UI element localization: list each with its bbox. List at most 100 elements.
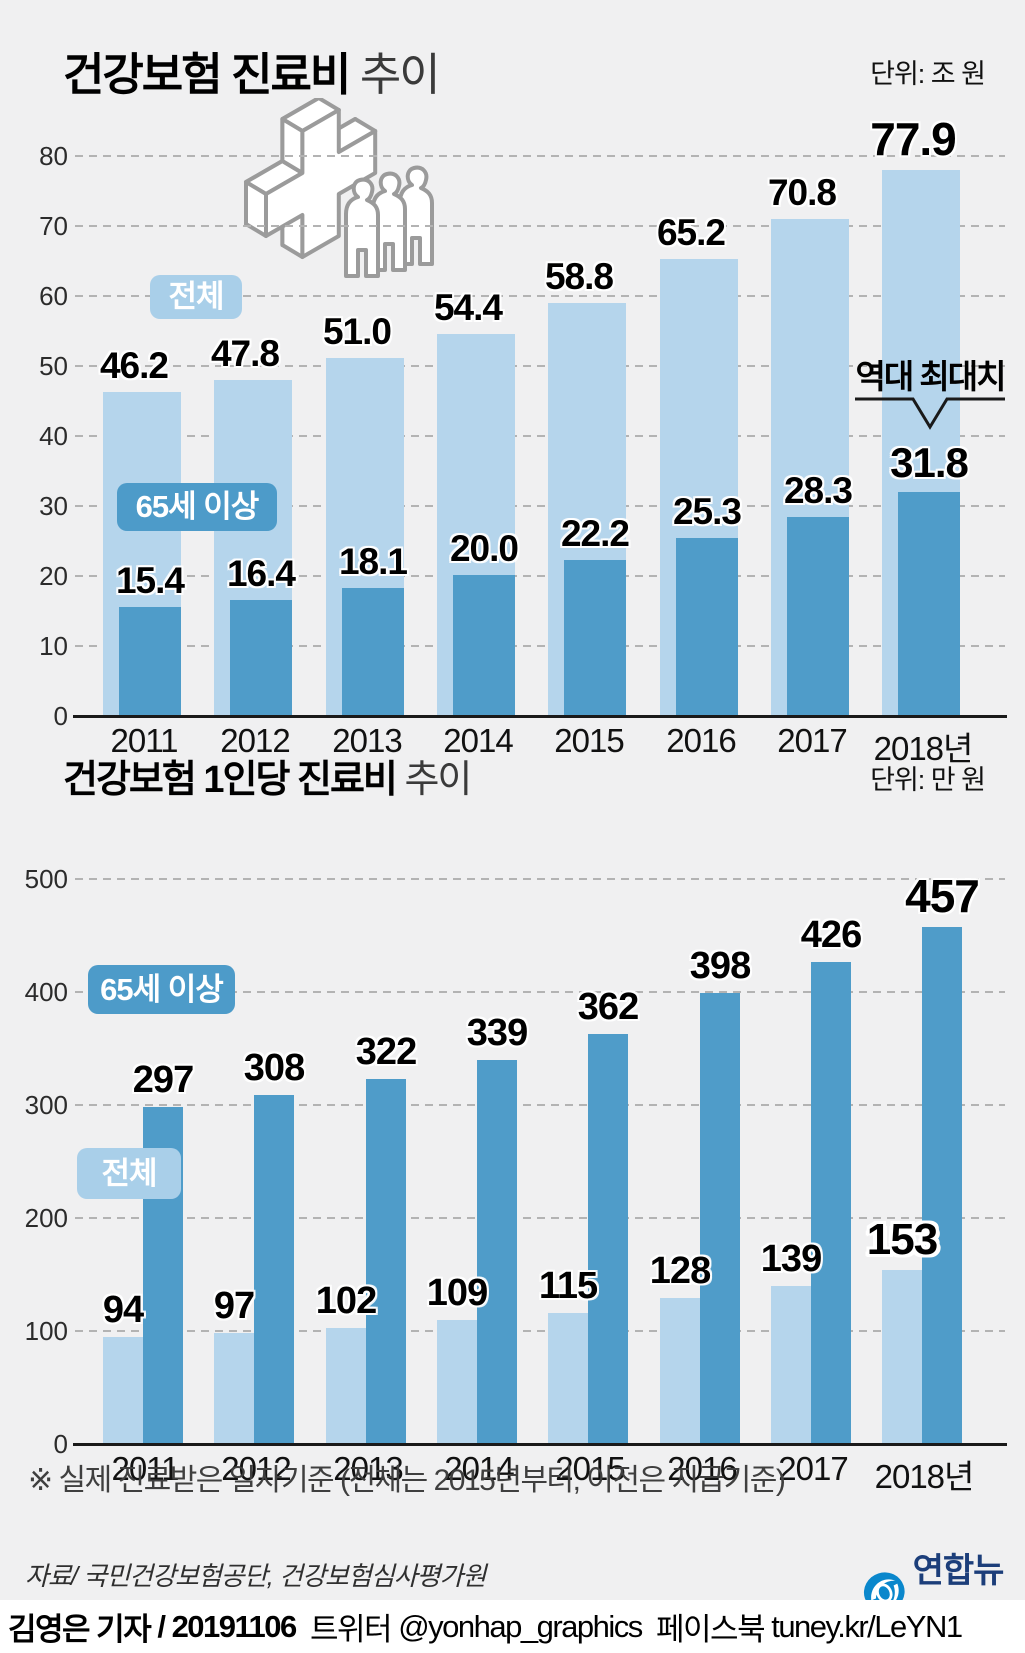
value-label-total-2015: 58.8 [544,256,614,297]
value-label-senior-2015: 22.2 [560,513,630,554]
bar-senior-2014 [453,575,515,715]
gridline-60 [75,295,1005,297]
legend-bubble-senior-chart2: 65세 이상 [88,965,235,1014]
bar-senior-2015 [564,560,626,715]
gridline-100 [75,1330,1005,1332]
bar-total-2014 [437,1320,477,1443]
x-axis-label-2012: 2012 [221,1450,291,1487]
y-axis-label-0: 0 [53,701,68,731]
value-label-senior-2017: 426 [800,914,862,956]
x-axis-line-chart1 [73,715,1007,718]
y-axis-label-0: 0 [53,1429,68,1459]
chart2-title: 건강보험 1인당 진료비 추이 [63,748,472,803]
bar-total-2011 [103,1337,143,1443]
credit-separator: / [150,1608,172,1644]
gridline-10 [75,645,1005,647]
x-axis-label-2012: 2012 [220,722,290,759]
value-label-total-2011: 46.2 [99,345,169,386]
x-axis-label-2016: 2016 [666,722,736,759]
x-axis-label-2011: 2011 [110,722,179,759]
bar-total-2017 [771,1286,811,1443]
value-label-senior-2012: 308 [243,1047,305,1089]
bar-senior-2011 [119,607,181,715]
y-axis-label-50: 50 [39,351,68,381]
source-line: 자료/ 국민건강보험공단, 건강보험심사평가원 [25,1561,486,1591]
y-axis-label-30: 30 [39,491,68,521]
legend-bubble-total-chart1: 전체 [150,275,242,319]
bar-total-2013 [326,1328,366,1443]
value-label-senior-2015: 362 [577,986,639,1028]
chart2-unit-label: 단위: 만 원 [870,765,986,795]
bar-senior-2015 [588,1034,628,1443]
legend-bubble-total-chart2: 전체 [77,1148,181,1199]
chart2-title-sub: 추이 [395,759,472,801]
record-high-pointer [855,397,1005,430]
bar-total-2012 [214,1333,254,1443]
y-axis-label-200: 200 [24,1203,68,1233]
gridline-400 [75,991,1005,993]
value-label-senior-2017: 28.3 [783,470,853,511]
bar-total-2016 [660,1298,700,1443]
value-label-senior-2016: 398 [689,945,751,987]
value-label-total-2018년: 77.9 [870,113,957,165]
value-label-senior-2012: 16.4 [226,553,296,594]
bar-senior-2016 [700,993,740,1443]
value-label-total-2015: 115 [538,1265,598,1307]
y-axis-label-500: 500 [24,864,68,894]
gridline-50 [75,365,1005,367]
y-axis-label-20: 20 [39,561,68,591]
chart1-title-main: 건강보험 진료비 [63,49,351,100]
value-label-total-2016: 65.2 [656,212,726,253]
bar-total-2015 [548,1313,588,1443]
value-label-total-2016: 128 [649,1250,711,1292]
credit-date: 20191106 [171,1608,298,1644]
x-axis-label-2018년: 2018년 [874,1458,975,1495]
gridline-500 [75,878,1005,880]
x-axis-label-2017: 2017 [778,1450,848,1487]
x-axis-label-2015: 2015 [554,722,624,759]
value-label-total-2014: 54.4 [433,287,503,328]
credit-twitter-handle: @yonhap_graphics [398,1608,643,1644]
people-icons [344,165,434,278]
value-label-senior-2013: 18.1 [338,541,408,582]
value-label-senior-2016: 25.3 [672,491,742,532]
x-axis-label-2014: 2014 [443,722,513,759]
value-label-total-2017: 139 [760,1238,822,1280]
footnote: ※ 실제 진료받은 일자기준 (전체는 2015년부터, 이전은 지급기준) [28,1464,786,1497]
bar-total-2018년 [882,1270,922,1443]
value-label-senior-2011: 297 [132,1059,194,1101]
value-label-total-2012: 47.8 [210,333,280,374]
x-axis-label-2011: 2011 [111,1450,180,1487]
x-axis-label-2018년: 2018년 [873,730,974,767]
gridline-20 [75,575,1005,577]
y-axis-label-100: 100 [24,1316,68,1346]
value-label-total-2011: 94 [102,1289,144,1331]
y-axis-label-10: 10 [39,631,68,661]
record-high-label: 역대 최대치 [855,358,1007,395]
y-axis-label-300: 300 [24,1090,68,1120]
x-axis-label-2015: 2015 [555,1450,625,1487]
value-label-total-2014: 109 [426,1272,488,1314]
gridline-30 [75,505,1005,507]
bar-senior-2013 [342,588,404,715]
bar-senior-2012 [254,1095,294,1443]
value-label-senior-2014: 20.0 [449,528,519,569]
bar-senior-2013 [366,1079,406,1443]
hospital-people-icon [244,98,434,278]
bar-senior-2018년 [898,492,960,715]
value-label-senior-2018년: 457 [905,870,980,922]
value-label-senior-2011: 15.4 [115,560,185,601]
credit-facebook-label: 페이스북 [641,1612,772,1647]
y-axis-label-400: 400 [24,977,68,1007]
gridline-200 [75,1217,1005,1219]
bar-senior-2016 [676,538,738,715]
y-axis-label-40: 40 [39,421,68,451]
chart2-title-main: 건강보험 1인당 진료비 [63,759,398,801]
chart1-unit-label: 단위: 조 원 [870,59,986,89]
gridline-80 [75,155,1005,157]
legend-bubble-senior-chart1: 65세 이상 [117,483,277,531]
value-label-total-2017: 70.8 [767,172,837,213]
bar-senior-2012 [230,600,292,715]
gridline-70 [75,225,1005,227]
